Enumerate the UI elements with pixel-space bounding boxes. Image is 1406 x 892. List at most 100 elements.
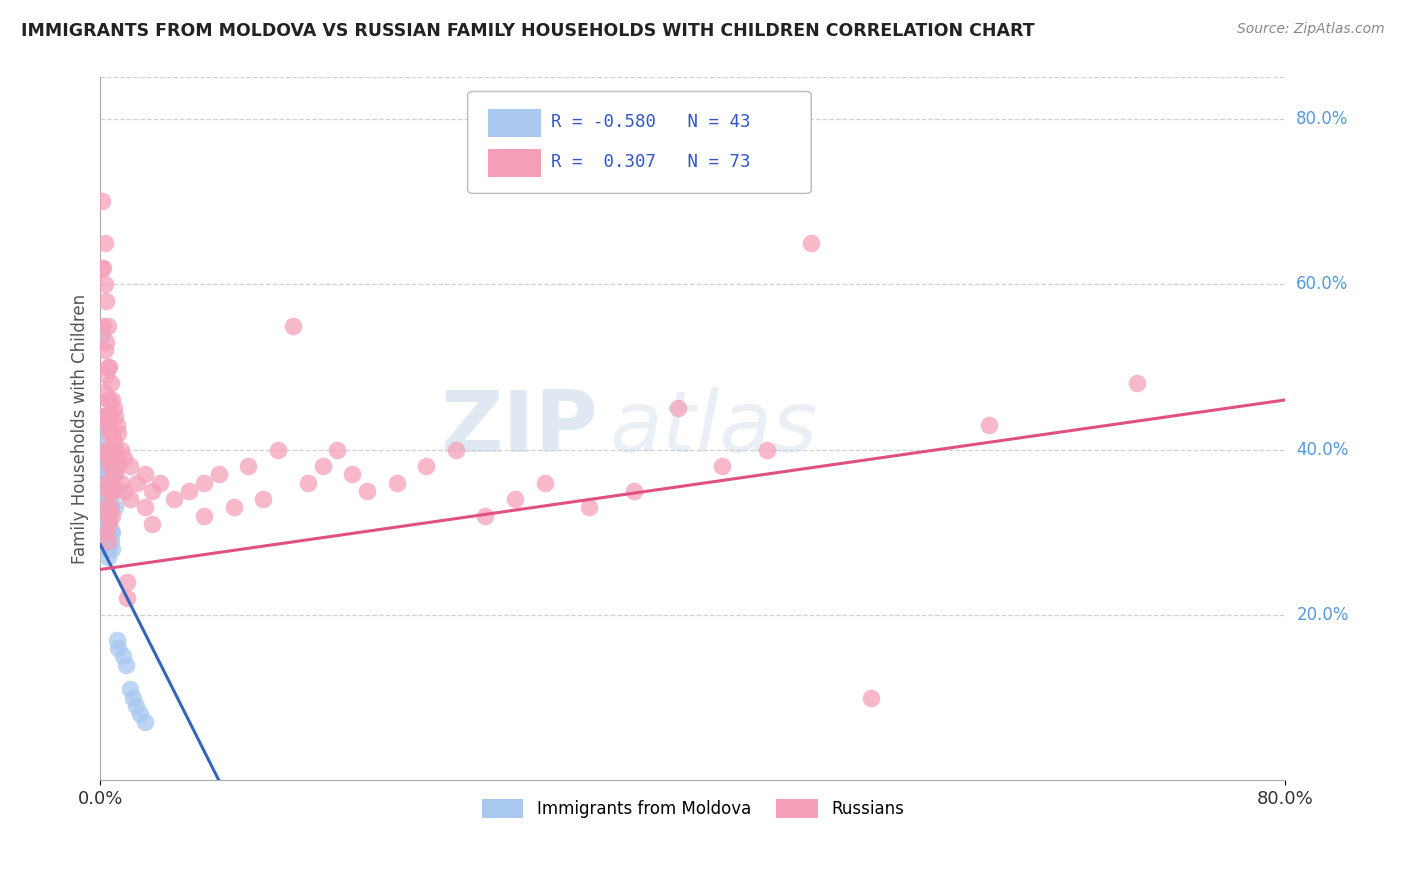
Point: [96, 533, 118, 548]
Point: [503, 492, 526, 507]
Point: [90, 260, 112, 275]
Point: [193, 475, 215, 490]
Point: [100, 409, 122, 424]
Point: [97, 318, 120, 333]
Point: [134, 715, 156, 730]
Point: [94, 492, 117, 507]
Point: [110, 442, 132, 457]
Point: [110, 475, 132, 490]
Point: [90, 425, 112, 440]
Point: [98, 516, 121, 531]
Point: [134, 500, 156, 515]
Point: [94, 277, 117, 292]
Point: [104, 483, 127, 498]
Point: [94, 459, 117, 474]
Point: [666, 401, 689, 416]
Point: [623, 483, 645, 498]
Point: [97, 508, 120, 523]
Point: [105, 450, 128, 465]
Point: [101, 483, 124, 498]
Text: ZIP: ZIP: [440, 387, 598, 470]
Point: [112, 483, 135, 498]
Point: [97, 483, 120, 498]
Point: [208, 467, 231, 482]
Point: [118, 682, 141, 697]
Point: [91, 459, 114, 474]
Point: [252, 492, 274, 507]
Point: [96, 293, 118, 308]
Point: [134, 467, 156, 482]
Point: [105, 417, 128, 432]
Point: [96, 409, 118, 424]
Text: IMMIGRANTS FROM MOLDOVA VS RUSSIAN FAMILY HOUSEHOLDS WITH CHILDREN CORRELATION C: IMMIGRANTS FROM MOLDOVA VS RUSSIAN FAMIL…: [21, 22, 1035, 40]
Legend: Immigrants from Moldova, Russians: Immigrants from Moldova, Russians: [475, 792, 911, 825]
Point: [100, 500, 122, 515]
Point: [98, 425, 121, 440]
Point: [115, 591, 138, 606]
Point: [149, 475, 172, 490]
Point: [103, 467, 125, 482]
Bar: [488, 109, 541, 137]
Text: atlas: atlas: [610, 387, 818, 470]
Point: [118, 492, 141, 507]
Point: [340, 467, 363, 482]
Point: [114, 657, 136, 672]
Point: [977, 417, 1000, 432]
Point: [311, 459, 333, 474]
Point: [97, 450, 120, 465]
Point: [100, 533, 122, 548]
Point: [163, 492, 186, 507]
Point: [711, 459, 734, 474]
Text: R = -0.580   N = 43: R = -0.580 N = 43: [551, 112, 749, 131]
Point: [98, 459, 121, 474]
Text: 20.0%: 20.0%: [1296, 606, 1348, 624]
Point: [122, 690, 145, 705]
Point: [800, 235, 823, 250]
Point: [96, 442, 118, 457]
Point: [97, 483, 120, 498]
Point: [103, 459, 125, 474]
Point: [96, 516, 118, 531]
Point: [179, 483, 201, 498]
Point: [94, 525, 117, 540]
Point: [90, 194, 112, 209]
Point: [94, 417, 117, 432]
Point: [100, 525, 122, 540]
Point: [94, 409, 117, 424]
Point: [125, 698, 148, 713]
Point: [415, 459, 437, 474]
Point: [97, 359, 120, 374]
Point: [101, 425, 124, 440]
Point: [96, 475, 118, 490]
Point: [94, 235, 117, 250]
Point: [104, 467, 127, 482]
Point: [356, 483, 378, 498]
Point: [474, 508, 496, 523]
Point: [118, 459, 141, 474]
Text: R =  0.307   N = 73: R = 0.307 N = 73: [551, 153, 749, 170]
Y-axis label: Family Households with Children: Family Households with Children: [72, 293, 89, 564]
Point: [385, 475, 408, 490]
Point: [97, 541, 120, 556]
Point: [94, 442, 117, 457]
Point: [103, 401, 125, 416]
Point: [96, 368, 118, 383]
Point: [444, 442, 467, 457]
Point: [101, 450, 124, 465]
Point: [94, 533, 117, 548]
Point: [96, 525, 118, 540]
Point: [111, 649, 134, 664]
Point: [97, 500, 120, 515]
Point: [104, 442, 127, 457]
Point: [98, 392, 121, 407]
Point: [94, 384, 117, 399]
Point: [281, 318, 304, 333]
Point: [222, 500, 245, 515]
Point: [96, 483, 118, 498]
Point: [107, 640, 129, 655]
Point: [98, 500, 121, 515]
Point: [107, 459, 129, 474]
Point: [141, 483, 163, 498]
Point: [104, 500, 127, 515]
Point: [91, 409, 114, 424]
